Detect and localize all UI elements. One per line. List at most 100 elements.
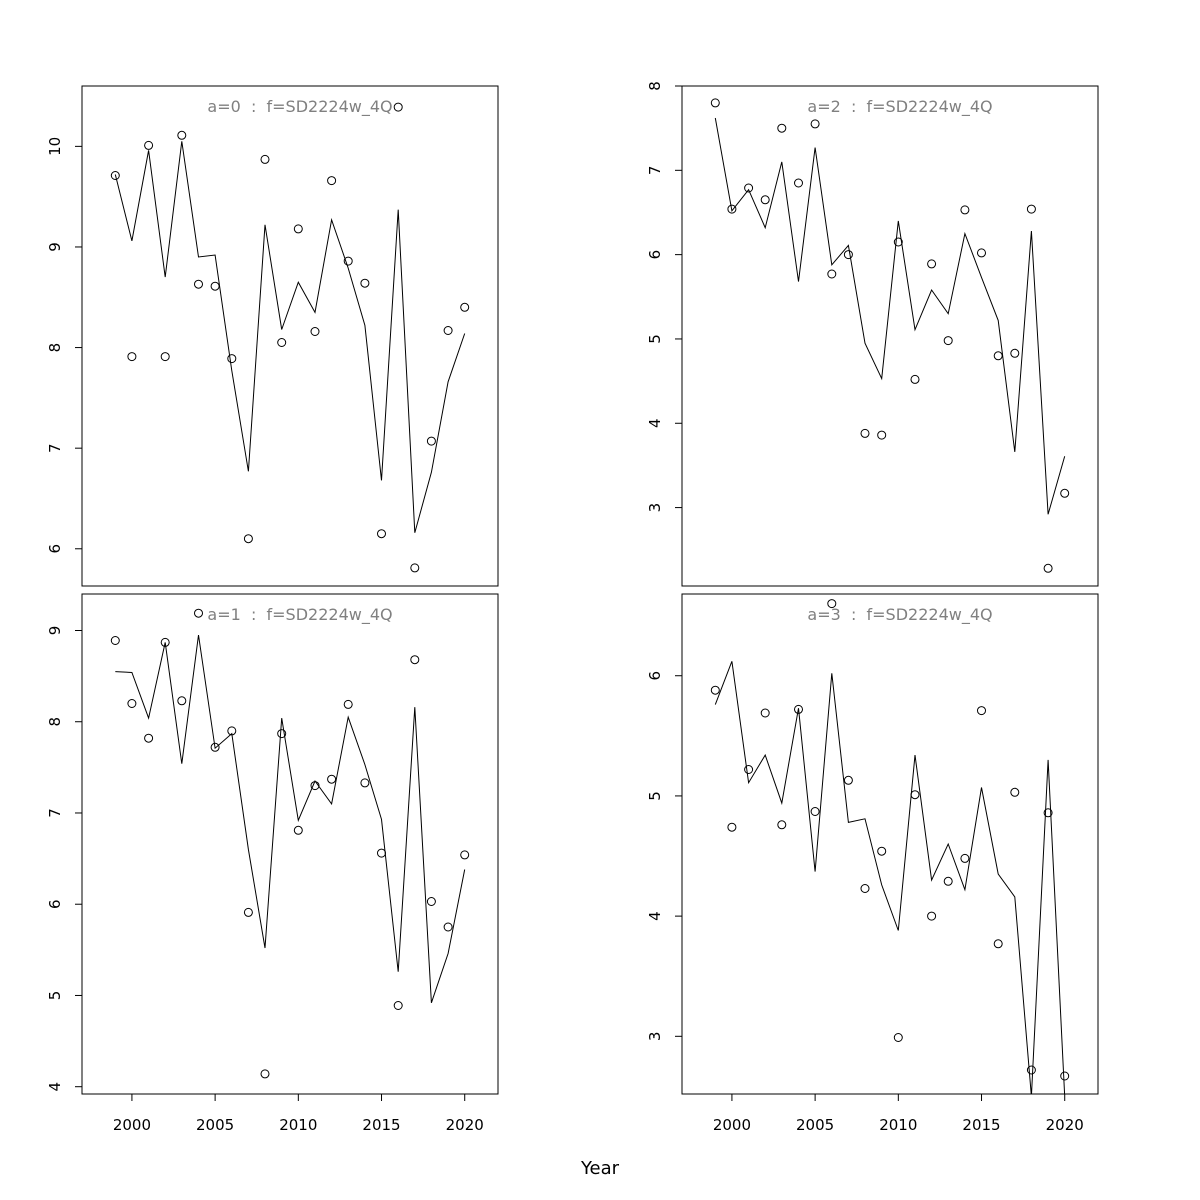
observed-point — [893, 237, 903, 247]
observed-point — [943, 336, 953, 346]
observed-point — [927, 911, 937, 921]
observed-point — [794, 704, 803, 714]
panel-3: 4 5 6 7 8 9 2000 2005 2010 2015 2020 a=1 : f=SD2224… — [46, 593, 499, 1134]
observed-point — [1026, 204, 1036, 214]
observed-point — [327, 774, 337, 784]
observed-point — [760, 195, 770, 205]
observed-point — [744, 765, 754, 774]
y-tick-label: 6 — [646, 671, 664, 681]
observed-point — [993, 939, 1003, 949]
observed-point — [360, 778, 370, 788]
y-tick-label: 5 — [46, 991, 64, 1001]
observed-point — [393, 102, 403, 112]
x-tick-label: 2015 — [362, 1116, 400, 1134]
observed-point — [910, 790, 920, 800]
observed-point — [777, 123, 787, 133]
fitted-line — [714, 661, 1066, 1094]
observed-point — [777, 820, 787, 830]
y-tick-label: 8 — [646, 81, 664, 91]
panel-4: 3 4 5 6 2000 2005 2010 2015 2020 a=3 : f=SD2224w_… — [646, 593, 1099, 1134]
observed-point — [243, 907, 253, 917]
plot-frame — [681, 593, 1099, 1095]
observed-point — [110, 171, 120, 180]
observed-point — [727, 204, 737, 214]
panel-1: 6 7 8 9 10 a=0 : f=SD2224w_4Q — [46, 85, 499, 587]
observed-point — [310, 327, 320, 336]
x-tick-label: 2000 — [113, 1116, 151, 1134]
data-marks — [710, 98, 1070, 573]
observed-point — [293, 825, 303, 835]
observed-point — [893, 1033, 903, 1042]
observed-point — [860, 884, 870, 893]
observed-point — [877, 846, 887, 856]
y-tick-label: 4 — [646, 418, 664, 428]
observed-point — [277, 338, 287, 347]
y-tick-label: 3 — [646, 1032, 664, 1042]
data-marks — [110, 102, 470, 573]
fitted-line — [714, 117, 1066, 515]
observed-point — [210, 281, 220, 291]
observed-point — [393, 1001, 403, 1010]
fitted-line — [114, 141, 466, 533]
observed-point — [377, 848, 386, 858]
observed-point — [1026, 1065, 1036, 1075]
y-tick-label: 10 — [46, 137, 64, 156]
x-tick-label: 2000 — [713, 1116, 751, 1134]
observed-point — [426, 436, 436, 446]
panel-title: a=3 : f=SD2224w_4Q — [807, 605, 992, 625]
observed-point — [127, 352, 137, 362]
observed-point — [827, 599, 837, 609]
observed-point — [727, 822, 737, 832]
observed-point — [1043, 563, 1053, 573]
x-tick-label: 2020 — [446, 1116, 484, 1134]
y-tick-label: 4 — [646, 911, 664, 921]
data-marks — [110, 608, 470, 1079]
y-tick-label: 9 — [46, 626, 64, 636]
observed-point — [1010, 787, 1020, 797]
observed-point — [243, 534, 253, 544]
data-marks — [710, 599, 1070, 1094]
observed-point — [710, 98, 720, 108]
plot-frame — [681, 85, 1099, 587]
y-tick-label: 7 — [646, 166, 664, 176]
observed-point — [194, 279, 203, 289]
x-tick-label: 2015 — [962, 1116, 1000, 1134]
observed-point — [410, 655, 420, 665]
observed-point — [160, 637, 170, 647]
panel-title: a=1 : f=SD2224w_4Q — [207, 605, 392, 625]
observed-point — [410, 563, 420, 573]
observed-point — [293, 224, 303, 234]
observed-point — [993, 351, 1003, 361]
observed-point — [127, 699, 137, 708]
observed-point — [1043, 808, 1053, 818]
observed-point — [277, 729, 287, 739]
y-tick-label: 6 — [46, 544, 64, 554]
y-tick-label: 3 — [646, 503, 664, 513]
observed-point — [760, 708, 770, 718]
observed-point — [744, 183, 754, 193]
x-tick-label: 2010 — [279, 1116, 317, 1134]
observed-point — [343, 256, 353, 266]
observed-point — [910, 374, 920, 384]
observed-point — [960, 205, 970, 215]
observed-point — [144, 733, 154, 743]
observed-point — [810, 119, 820, 129]
observed-point — [443, 326, 453, 335]
observed-point — [460, 302, 470, 312]
y-tick-label: 4 — [46, 1082, 64, 1092]
observed-point — [927, 259, 937, 269]
observed-point — [227, 354, 237, 364]
x-tick-label: 2020 — [1046, 1116, 1084, 1134]
observed-point — [1060, 488, 1070, 498]
fitted-line — [115, 635, 466, 1003]
y-tick-label: 7 — [46, 443, 64, 453]
observed-point — [210, 742, 220, 752]
observed-point — [960, 853, 970, 863]
observed-point — [977, 706, 986, 716]
observed-point — [327, 176, 337, 186]
observed-point — [160, 352, 170, 362]
panel-2: 3 4 5 6 7 8 a=2 : f=SD2224w_4Q — [646, 81, 1099, 587]
observed-point — [460, 850, 470, 860]
plot-frame — [81, 593, 499, 1095]
